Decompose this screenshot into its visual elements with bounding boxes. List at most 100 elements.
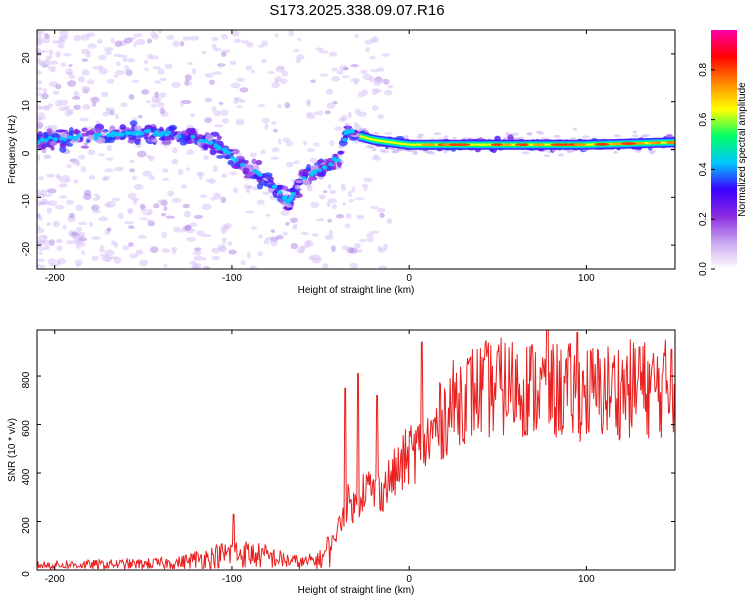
spectrogram-noise: [265, 213, 271, 217]
spectrogram-noise: [159, 77, 167, 82]
spectrogram-cell: [216, 154, 225, 159]
spectrogram-noise: [369, 205, 379, 210]
spectrogram-cell: [205, 134, 214, 141]
spectrogram-noise: [335, 214, 345, 219]
spectrogram-noise: [74, 259, 83, 266]
spectrogram-noise: [104, 202, 112, 208]
spectrogram-noise: [369, 55, 376, 60]
spectrogram-core: [113, 131, 119, 136]
spectrogram-noise: [345, 213, 352, 220]
spectrogram-noise: [98, 216, 109, 222]
y-tick-label: 600: [21, 420, 32, 437]
spectrogram-cell: [302, 180, 310, 186]
spectrogram-core: [216, 146, 222, 151]
spectrogram-noise: [47, 258, 57, 265]
x-axis-label: Height of straight line (km): [298, 285, 415, 296]
spectrogram-noise: [37, 117, 42, 122]
spectrogram-peak: [532, 143, 542, 147]
spectrogram-noise: [572, 127, 577, 131]
spectrogram-cell: [187, 134, 192, 141]
spectrogram-core: [62, 137, 68, 142]
spectrogram-noise: [233, 187, 238, 194]
spectrogram-noise: [65, 177, 71, 183]
spectrogram-noise: [344, 122, 351, 126]
spectrogram-cell: [316, 173, 326, 177]
spectrogram-noise: [37, 122, 44, 129]
spectrogram-noise: [310, 79, 316, 84]
spectrogram-noise: [293, 48, 300, 53]
spectrogram-noise: [186, 237, 196, 242]
spectrogram-noise: [137, 234, 147, 239]
spectrogram-noise: [256, 199, 265, 205]
x-tick-label: -100: [222, 273, 242, 284]
y-tick-label: 800: [21, 371, 32, 388]
spectrogram-core: [105, 133, 111, 138]
spectrogram-noise: [111, 197, 121, 202]
spectrogram-noise: [297, 37, 302, 42]
spectrogram-peak: [551, 143, 567, 147]
spectrogram-core: [321, 165, 327, 170]
spectrogram-noise: [127, 208, 132, 214]
spectrogram-noise: [133, 198, 138, 205]
spectrogram-noise: [249, 152, 257, 158]
spectrogram-peak: [514, 143, 529, 147]
spectrogram-core: [208, 140, 214, 145]
spectrogram-noise: [37, 237, 43, 244]
spectrogram-noise: [98, 249, 106, 253]
spectrogram-noise: [193, 214, 204, 219]
spectrogram-noise: [336, 70, 344, 75]
spectrogram-cell: [264, 180, 274, 184]
spectrogram-core: [39, 137, 45, 142]
spectrogram-core: [72, 136, 78, 141]
spectrogram-noise: [37, 47, 41, 53]
spectrogram-noise: [357, 249, 363, 253]
spectrogram-noise: [378, 265, 387, 269]
spectrogram-noise: [37, 264, 46, 269]
spectrogram-noise: [106, 227, 112, 232]
spectrogram-cell: [308, 175, 314, 182]
spectrogram-noise: [270, 229, 276, 233]
spectrogram-noise: [212, 164, 218, 172]
y-tick-label: -10: [21, 194, 32, 209]
spectrogram-cell: [102, 129, 109, 133]
spectrogram-noise: [98, 54, 107, 61]
spectrogram-noise: [322, 263, 329, 269]
spectrogram-noise: [381, 53, 391, 57]
spectrogram-noise: [305, 239, 314, 247]
spectrogram-noise: [236, 105, 243, 109]
spectrogram-noise: [172, 147, 178, 154]
spectrogram-noise: [65, 68, 74, 75]
spectrogram-noise: [146, 154, 151, 160]
spectrogram-noise: [192, 251, 202, 256]
spectrogram-noise: [340, 186, 347, 191]
spectrogram-noise: [91, 236, 101, 241]
spectrogram-noise: [331, 67, 339, 72]
spectrogram-cell: [136, 138, 142, 142]
spectrogram-noise: [150, 246, 159, 254]
spectrogram-cell: [127, 139, 136, 144]
spectrogram-noise: [354, 108, 361, 115]
colorbar-tick-label: 0.2: [698, 212, 709, 226]
spectrogram-noise: [72, 161, 80, 165]
spectrogram-noise: [41, 60, 51, 68]
spectrogram-cell: [59, 143, 66, 147]
spectrogram-noise: [141, 88, 150, 95]
spectrogram-noise: [77, 221, 88, 226]
spectrogram-core: [349, 129, 355, 134]
spectrogram-noise: [193, 255, 203, 261]
spectrogram-noise: [73, 90, 80, 98]
spectrogram-core: [166, 130, 172, 135]
snr-frame: [36, 329, 676, 571]
spectrogram-noise: [221, 117, 229, 124]
spectrogram-noise: [433, 132, 442, 136]
spectrogram-noise: [443, 135, 449, 139]
spectrogram-noise: [79, 117, 90, 122]
spectrogram-noise: [365, 233, 374, 238]
spectrogram-noise: [230, 82, 241, 89]
spectrogram-cell: [143, 136, 149, 140]
spectrogram-noise: [360, 69, 368, 75]
spectrogram-noise: [146, 100, 151, 104]
spectrogram-noise: [186, 167, 191, 172]
spectrogram-noise: [229, 60, 237, 66]
spectrogram-noise: [117, 212, 124, 219]
